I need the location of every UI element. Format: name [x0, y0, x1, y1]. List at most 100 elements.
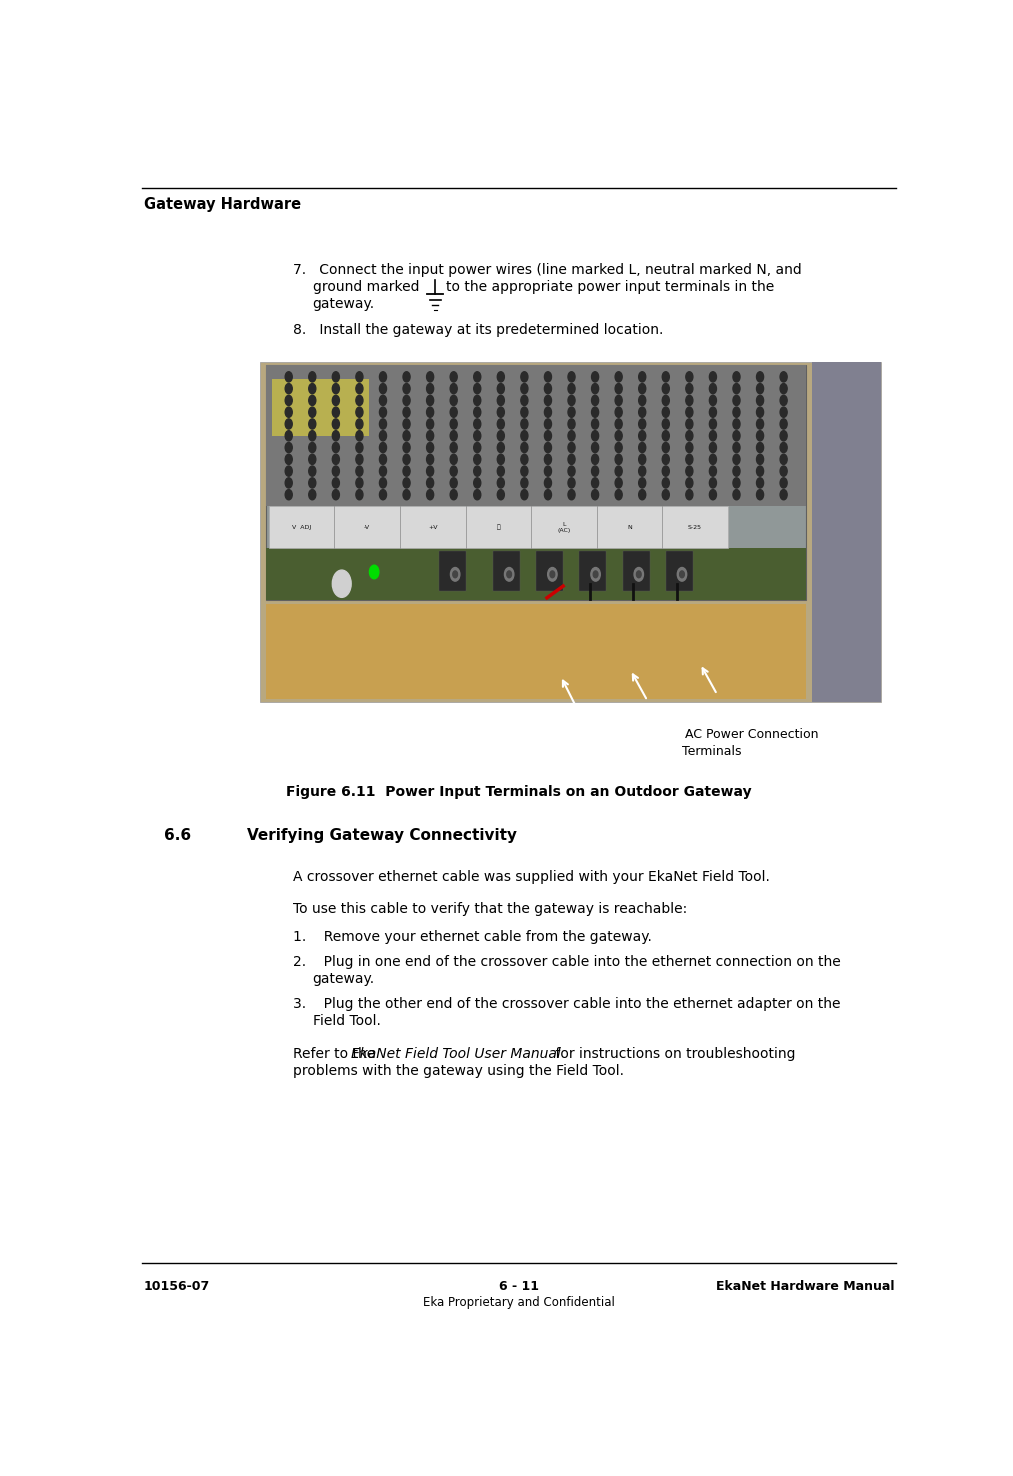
- Circle shape: [356, 431, 363, 441]
- Circle shape: [309, 372, 316, 382]
- Circle shape: [634, 567, 643, 582]
- Circle shape: [426, 466, 434, 477]
- Circle shape: [568, 396, 575, 406]
- Text: To use this cable to verify that the gateway is reachable:: To use this cable to verify that the gat…: [293, 902, 688, 917]
- Text: Field Tool.: Field Tool.: [313, 1014, 381, 1029]
- Circle shape: [544, 490, 551, 500]
- Circle shape: [426, 455, 434, 465]
- Circle shape: [709, 396, 716, 406]
- Bar: [666, 551, 693, 590]
- Circle shape: [615, 478, 622, 489]
- Circle shape: [309, 478, 316, 489]
- Circle shape: [780, 372, 787, 382]
- Circle shape: [286, 396, 293, 406]
- Text: A crossover ethernet cable was supplied with your EkaNet Field Tool.: A crossover ethernet cable was supplied …: [293, 871, 770, 884]
- Circle shape: [309, 466, 316, 477]
- Circle shape: [286, 407, 293, 418]
- Text: AC Power Connection: AC Power Connection: [685, 728, 819, 741]
- Circle shape: [474, 478, 481, 489]
- Circle shape: [332, 372, 339, 382]
- Circle shape: [686, 443, 693, 453]
- Circle shape: [592, 419, 599, 430]
- Circle shape: [426, 396, 434, 406]
- Circle shape: [638, 407, 645, 418]
- Circle shape: [544, 419, 551, 430]
- Circle shape: [309, 455, 316, 465]
- Circle shape: [474, 407, 481, 418]
- Circle shape: [426, 419, 434, 430]
- Circle shape: [592, 372, 599, 382]
- Circle shape: [638, 490, 645, 500]
- Circle shape: [615, 419, 622, 430]
- Circle shape: [521, 384, 528, 394]
- Circle shape: [474, 419, 481, 430]
- Circle shape: [544, 372, 551, 382]
- Circle shape: [686, 372, 693, 382]
- Circle shape: [474, 466, 481, 477]
- Circle shape: [615, 396, 622, 406]
- Text: S-25: S-25: [688, 525, 702, 530]
- Circle shape: [638, 443, 645, 453]
- Circle shape: [663, 443, 670, 453]
- Circle shape: [426, 372, 434, 382]
- Circle shape: [663, 466, 670, 477]
- Circle shape: [757, 396, 764, 406]
- Text: 1.    Remove your ethernet cable from the gateway.: 1. Remove your ethernet cable from the g…: [293, 930, 652, 945]
- Circle shape: [450, 372, 457, 382]
- Circle shape: [568, 372, 575, 382]
- Text: 10156-07: 10156-07: [144, 1280, 210, 1293]
- Circle shape: [286, 455, 293, 465]
- Circle shape: [757, 372, 764, 382]
- Circle shape: [686, 478, 693, 489]
- Circle shape: [521, 455, 528, 465]
- Circle shape: [286, 372, 293, 382]
- Circle shape: [403, 431, 410, 441]
- Bar: [268, 506, 728, 549]
- Circle shape: [332, 384, 339, 394]
- Circle shape: [709, 419, 716, 430]
- Circle shape: [780, 419, 787, 430]
- Circle shape: [686, 490, 693, 500]
- Circle shape: [356, 407, 363, 418]
- Circle shape: [592, 443, 599, 453]
- Circle shape: [497, 419, 504, 430]
- Circle shape: [309, 419, 316, 430]
- Circle shape: [733, 419, 741, 430]
- Text: V  ADJ: V ADJ: [292, 525, 311, 530]
- Circle shape: [709, 372, 716, 382]
- Circle shape: [663, 431, 670, 441]
- Bar: [623, 551, 649, 590]
- Circle shape: [757, 407, 764, 418]
- Circle shape: [733, 431, 741, 441]
- Circle shape: [678, 567, 687, 582]
- Circle shape: [686, 419, 693, 430]
- Circle shape: [638, 431, 645, 441]
- Circle shape: [403, 466, 410, 477]
- Circle shape: [521, 396, 528, 406]
- Circle shape: [474, 396, 481, 406]
- Circle shape: [780, 407, 787, 418]
- Circle shape: [450, 490, 457, 500]
- Circle shape: [332, 396, 339, 406]
- Circle shape: [592, 490, 599, 500]
- Circle shape: [497, 455, 504, 465]
- Circle shape: [450, 419, 457, 430]
- Circle shape: [544, 396, 551, 406]
- Circle shape: [403, 384, 410, 394]
- Circle shape: [506, 571, 512, 577]
- Circle shape: [450, 443, 457, 453]
- Bar: [266, 366, 806, 601]
- Circle shape: [568, 431, 575, 441]
- Circle shape: [686, 466, 693, 477]
- Text: Terminals: Terminals: [682, 745, 742, 759]
- Circle shape: [615, 455, 622, 465]
- Circle shape: [286, 490, 293, 500]
- Circle shape: [638, 466, 645, 477]
- Circle shape: [686, 396, 693, 406]
- Circle shape: [733, 478, 741, 489]
- Text: Gateway Hardware: Gateway Hardware: [144, 198, 301, 213]
- Circle shape: [521, 466, 528, 477]
- Text: L
(AC): L (AC): [557, 523, 570, 533]
- Circle shape: [370, 565, 379, 579]
- Circle shape: [757, 478, 764, 489]
